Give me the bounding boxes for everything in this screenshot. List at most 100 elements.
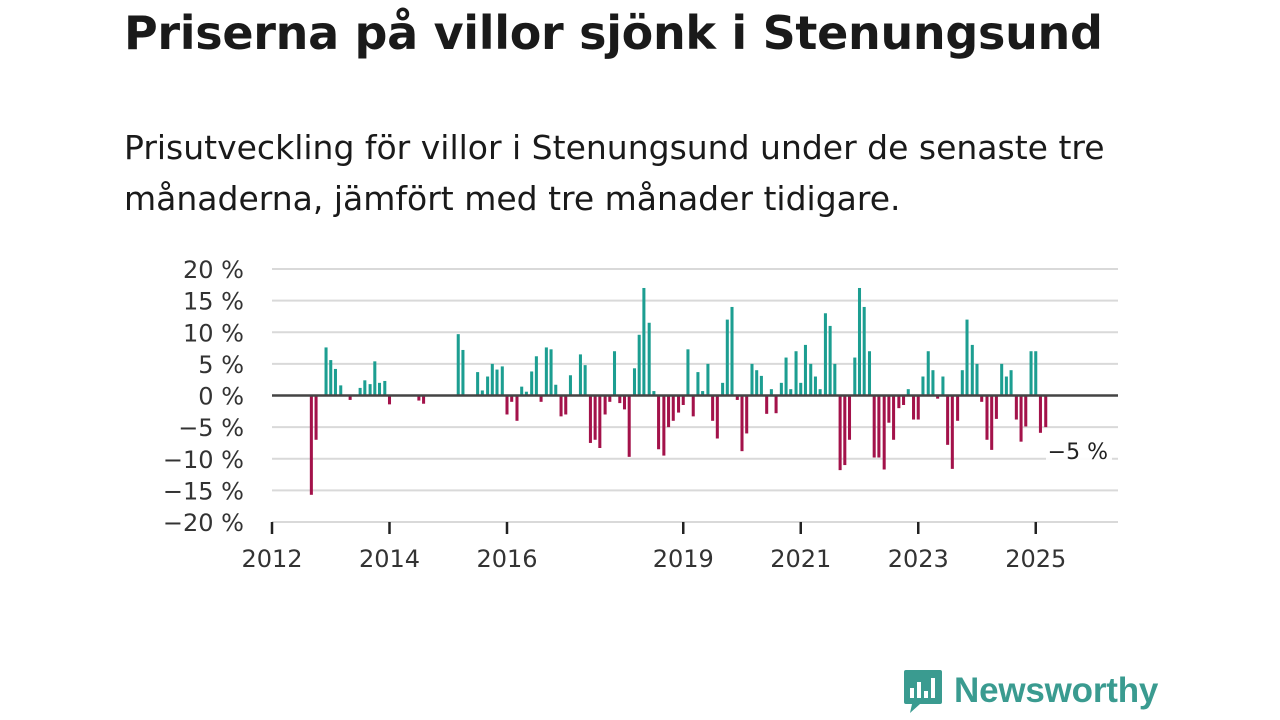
bar [593,395,597,440]
bar [657,395,661,450]
bar [578,354,582,396]
bar [647,322,651,396]
bar [887,395,891,423]
chart-title: Priserna på villor sjönk i Stenungsund [124,6,1103,60]
bar [363,380,367,396]
bar [818,389,822,396]
bar [1044,395,1048,428]
bar [902,395,906,405]
bar [539,395,543,402]
bar [740,395,744,452]
bar [1009,370,1013,396]
bar [990,395,994,450]
bar [721,382,725,396]
bar [622,395,627,410]
x-tick-label: 2023 [888,545,949,573]
bar [701,391,705,396]
y-tick-label: −15 % [163,477,244,505]
bar [500,366,504,396]
x-tick-label: 2014 [359,545,420,573]
bar [847,395,852,440]
bar [906,389,910,396]
bar [495,369,499,396]
y-tick-label: 10 % [183,319,244,347]
bar [1004,376,1008,396]
bar [706,363,710,396]
bar [715,395,719,439]
bar [769,389,773,396]
bar [603,395,607,415]
y-tick-label: −5 % [178,414,244,442]
tick-labels: 20 % 15 % 10 % 5 % 0 % −5 % −10 % −15 % −20 % 201… [163,256,1112,573]
bar [568,375,572,396]
bar [524,391,528,396]
bar [799,382,803,396]
bar [461,349,465,396]
bar [662,395,666,456]
bar [549,349,553,396]
last-value-label: −5 % [1048,440,1108,465]
bar [853,357,857,396]
bar [960,370,964,396]
bar [803,344,807,396]
bar [882,395,886,470]
y-tick-label: 20 % [183,256,244,284]
bar [358,387,362,396]
y-tick-label: 5 % [198,351,244,379]
bar [956,395,960,421]
bar [1029,351,1033,396]
bar [667,395,671,428]
bar [931,370,935,396]
bar [632,368,637,396]
bar [936,395,940,399]
bar [980,395,984,402]
bar [789,389,793,396]
bar [745,395,749,434]
x-tick-label: 2021 [770,545,831,573]
x-tick-label: 2019 [653,545,714,573]
bar [686,349,690,396]
grid-lines [272,268,1118,523]
bar [314,395,318,440]
bar [520,386,524,396]
bar [921,376,925,396]
bar [1034,351,1038,396]
bar [652,391,656,396]
bars [309,287,1048,495]
bar [862,306,866,396]
bar [618,395,622,404]
bar [941,376,945,396]
bar [612,351,617,396]
bar [476,372,480,396]
bar [1019,395,1023,442]
bar [774,395,778,414]
bar [671,395,675,421]
bar [608,395,612,402]
bar [677,395,681,413]
newsworthy-logo: Newsworthy [902,668,1158,714]
bar [422,395,426,404]
bar [975,363,979,396]
bar [711,395,715,421]
bar [794,351,798,396]
y-tick-label: −10 % [163,446,244,474]
bar [637,334,641,396]
bar [377,382,382,396]
bar [735,395,739,400]
x-tick-label: 2016 [476,545,537,573]
y-tick-label: 0 % [198,383,244,411]
bar [373,361,377,396]
bar [965,319,969,396]
bar [994,395,998,419]
bar [598,395,602,448]
bar [515,395,519,421]
bar [329,360,333,396]
bar [583,365,587,396]
bar [486,376,490,396]
bar [833,363,837,396]
bar [838,395,842,471]
bar [1000,363,1004,396]
bar [828,325,832,396]
bar [867,351,872,396]
bar [691,395,695,417]
